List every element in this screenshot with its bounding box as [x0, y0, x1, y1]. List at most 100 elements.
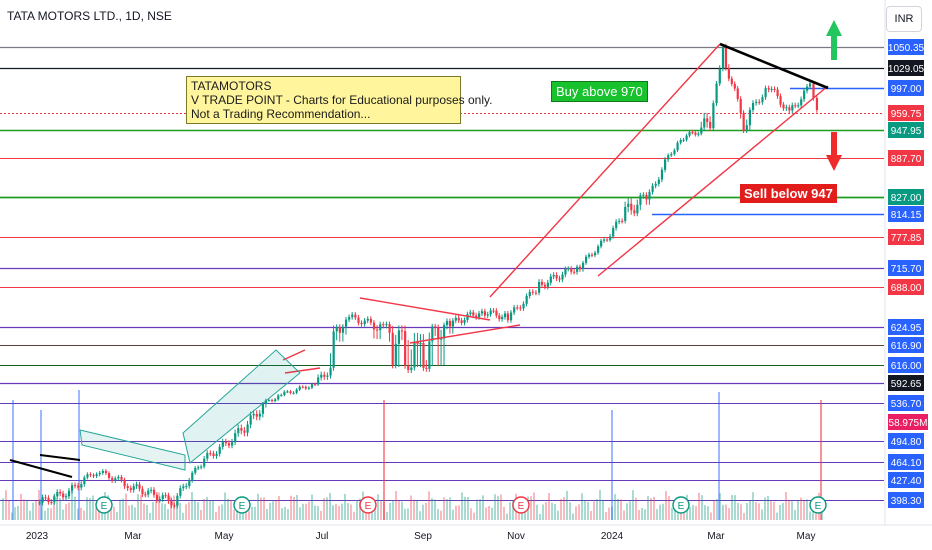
candle-body [150, 489, 153, 491]
candle-body [549, 276, 552, 283]
volume-bar [557, 510, 559, 520]
volume-bar [497, 496, 499, 520]
candle-body [469, 312, 472, 315]
candle-body [38, 502, 41, 504]
earnings-icon [672, 496, 690, 514]
price-label-bg-616.00 [888, 357, 924, 373]
volume-bar [470, 508, 472, 520]
price-label-bg-398.30 [888, 492, 924, 508]
volume-bar [605, 512, 607, 520]
candle-body [733, 83, 736, 89]
candle-body [59, 491, 62, 494]
volume-bar [209, 500, 211, 520]
volume-label: 58.975M [889, 418, 928, 429]
volume-bar [32, 502, 34, 520]
price-label-bg-464.10 [888, 454, 924, 470]
volume-bar [131, 504, 133, 520]
candle-body [715, 83, 718, 104]
volume-bar [509, 502, 511, 520]
candle-body [354, 314, 357, 318]
volume-bar [8, 500, 10, 520]
volume-bar [569, 502, 571, 520]
price-label-bg-947.95 [888, 122, 924, 138]
volume-bar [806, 499, 808, 520]
volume-bar [797, 499, 799, 520]
volume-bar [749, 500, 751, 520]
volume-bar [638, 509, 640, 520]
x-tick-may: May [797, 531, 816, 542]
volume-bar [722, 504, 724, 520]
candle-body [261, 403, 265, 414]
volume-bar [335, 503, 337, 520]
candle-body [428, 341, 431, 369]
currency-button[interactable]: INR [886, 6, 922, 32]
candle-body [676, 142, 679, 151]
volume-bar [353, 511, 355, 520]
volume-bar [506, 513, 508, 520]
volume-bar [773, 501, 775, 520]
candle-body [576, 266, 579, 272]
volume-bar [704, 505, 706, 520]
candle-body [231, 442, 234, 446]
candle-body [74, 485, 77, 487]
candle-body [808, 83, 812, 87]
volume-bar [308, 501, 310, 520]
volume-bar [347, 503, 349, 520]
volume-bar [785, 492, 787, 520]
candle-body [155, 494, 159, 500]
volume-bar [176, 501, 178, 520]
volume-bar [110, 506, 112, 520]
volume-bar [614, 494, 616, 520]
volume-bar [695, 506, 697, 520]
trend-line-1 [597, 85, 829, 277]
candle-body [758, 101, 761, 103]
volume-bar [800, 497, 802, 520]
candle-body [730, 78, 733, 84]
trend-line-0 [489, 43, 721, 298]
volume-bar [611, 506, 613, 520]
volume-bar [284, 506, 286, 520]
candle-body [451, 320, 455, 327]
volume-bar [20, 493, 22, 520]
volume-bar [59, 497, 61, 520]
volume-bar [617, 498, 619, 520]
price-label-1029.05: 1029.05 [888, 64, 925, 75]
candle-body [543, 284, 547, 287]
volume-bar [392, 500, 394, 520]
volume-bar [206, 496, 208, 520]
candle-body [700, 127, 703, 134]
volume-bar [377, 494, 379, 520]
volume-bar [227, 498, 229, 520]
volume-bar [473, 512, 475, 520]
candle-body [240, 428, 243, 431]
candle-body [394, 343, 397, 366]
candle-body [706, 118, 709, 122]
volume-bar [425, 502, 427, 520]
volume-bar [263, 497, 265, 520]
candle-body [357, 317, 360, 323]
volume-bar [548, 493, 550, 520]
candle-body [141, 488, 144, 495]
candle-body [648, 191, 651, 200]
price-label-592.65: 592.65 [891, 379, 922, 390]
volume-bar [185, 504, 187, 520]
volume-bar [179, 502, 181, 520]
x-tick-may: May [215, 531, 234, 542]
candle-body [182, 486, 185, 489]
candle-body [224, 442, 228, 444]
volume-bar [281, 508, 283, 520]
volume-bar [794, 509, 796, 520]
candle-body [498, 315, 501, 320]
volume-bar [230, 499, 232, 520]
volume-bar [740, 504, 742, 520]
earnings-icon-label: E [101, 501, 108, 512]
candle-body [478, 313, 481, 318]
volume-bar [653, 496, 655, 520]
volume-bar [293, 497, 295, 520]
candle-body [618, 220, 621, 222]
candle-body [203, 458, 206, 467]
candle-body [83, 477, 86, 485]
volume-bar [770, 501, 772, 520]
candle-body [404, 331, 407, 366]
